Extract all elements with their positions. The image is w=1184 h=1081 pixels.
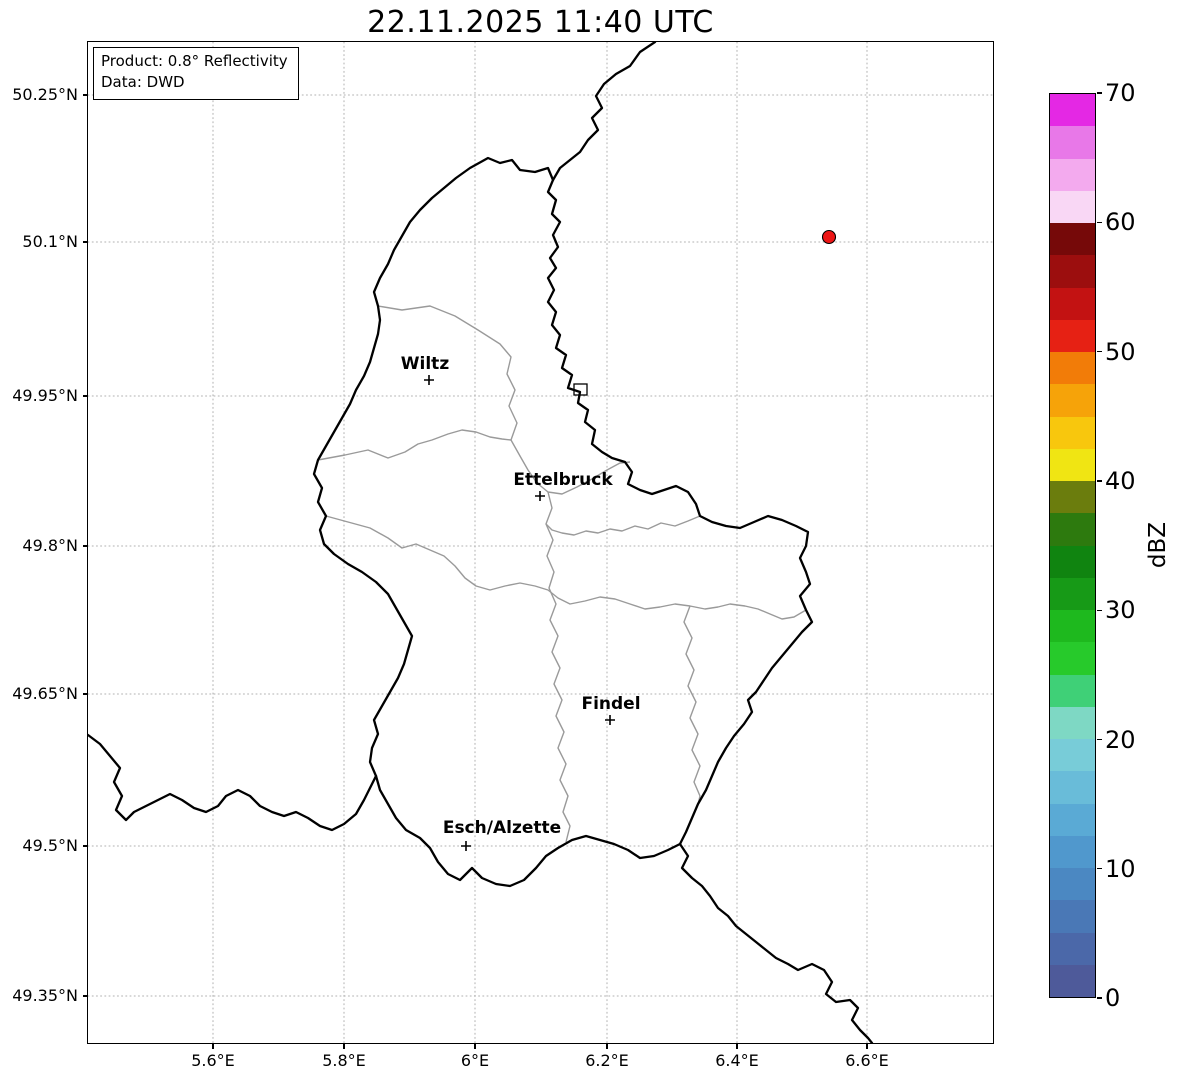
district-borders [317,305,807,843]
city-label-wiltz: Wiltz [401,354,450,374]
figure-title: 22.11.2025 11:40 UTC [367,5,714,40]
colorbar-tick-label: 60 [1105,208,1136,236]
radar-location-dot [821,229,837,245]
colorbar-band [1050,287,1095,320]
lon-tick-label: 6.2°E [585,1051,629,1070]
lat-tick-label: 49.5°N [22,836,78,855]
colorbar-band [1050,835,1095,868]
lon-tick-label: 6.6°E [845,1051,889,1070]
tick-mark [606,1044,608,1049]
product-info-line2: Data: DWD [101,73,185,92]
colorbar-tick-label: 10 [1105,855,1136,883]
map-svg: Wiltz Ettelbruck Findel Esch/Alzette [88,42,993,1043]
colorbar-tick-label: 20 [1105,726,1136,754]
colorbar-tick-label: 40 [1105,467,1136,495]
city-marker-esch [461,841,471,851]
colorbar-band [1050,739,1095,772]
city-marker-findel [605,715,615,725]
map-plot: Wiltz Ettelbruck Findel Esch/Alzette Pro… [88,42,993,1043]
lat-tick-label: 49.95°N [12,386,78,405]
tick-mark [1097,609,1102,611]
colorbar-band [1050,416,1095,449]
graticule-gridlines [88,42,993,1043]
tick-mark [212,1044,214,1049]
lon-tick-label: 6°E [460,1051,490,1070]
tick-mark [736,1044,738,1049]
colorbar-unit-label: dBZ [1145,521,1171,569]
city-label-ettelbruck: Ettelbruck [513,470,613,490]
tick-mark [1097,221,1102,223]
colorbar-band [1050,577,1095,610]
colorbar-band [1050,190,1095,223]
colorbar-band [1050,319,1095,352]
tick-mark [83,241,88,243]
tick-mark [83,693,88,695]
colorbar-band [1050,223,1095,256]
lon-tick-label: 5.8°E [322,1051,366,1070]
tick-mark [83,845,88,847]
city-marker-wiltz [424,375,434,385]
colorbar-band [1050,771,1095,804]
tick-mark [1097,738,1102,741]
tick-mark [474,1044,476,1049]
colorbar-band [1050,384,1095,417]
colorbar-band [1050,545,1095,578]
lat-tick-label: 49.35°N [12,986,78,1005]
colorbar-band [1050,642,1095,675]
tick-mark [1097,997,1102,999]
product-info-box: Product: 0.8° Reflectivity Data: DWD [93,47,299,100]
colorbar-band [1050,803,1095,836]
colorbar-band [1050,448,1095,481]
city-markers [424,375,615,851]
tick-mark [1097,351,1102,353]
city-label-findel: Findel [581,694,640,714]
colorbar [1049,93,1096,998]
colorbar-band [1050,255,1095,288]
product-info-line1: Product: 0.8° Reflectivity [101,52,288,70]
city-labels: Wiltz Ettelbruck Findel Esch/Alzette [401,354,641,838]
tick-mark [866,1044,868,1049]
country-borders [88,42,874,1043]
colorbar-band [1050,610,1095,643]
colorbar-tick-label: 0 [1105,984,1121,1012]
tick-mark [83,395,88,397]
colorbar-tick-label: 70 [1105,79,1136,107]
tick-mark [83,545,88,547]
reservoir-outline [573,383,588,396]
colorbar-band [1050,94,1095,127]
lat-tick-label: 49.65°N [12,684,78,703]
tick-mark [1097,92,1102,94]
tick-mark [83,995,88,997]
tick-mark [83,94,88,96]
city-label-esch: Esch/Alzette [443,818,561,838]
lat-tick-label: 49.8°N [22,536,78,555]
colorbar-band [1050,964,1095,997]
colorbar-band [1050,900,1095,933]
tick-mark [1097,868,1102,870]
colorbar-band [1050,481,1095,514]
tick-mark [1097,480,1102,482]
colorbar-band [1050,126,1095,159]
colorbar-band [1050,932,1095,965]
lon-tick-label: 6.4°E [715,1051,759,1070]
colorbar-band [1050,352,1095,385]
colorbar-band [1050,706,1095,739]
tick-mark [343,1044,345,1049]
city-marker-ettelbruck [535,491,545,501]
colorbar-band [1050,674,1095,707]
lon-tick-label: 5.6°E [191,1051,235,1070]
colorbar-tick-label: 50 [1105,338,1136,366]
lat-tick-label: 50.1°N [22,232,78,251]
colorbar-band [1050,868,1095,901]
colorbar-band [1050,158,1095,191]
lat-tick-label: 50.25°N [12,85,78,104]
colorbar-band [1050,513,1095,546]
colorbar-tick-label: 30 [1105,596,1136,624]
